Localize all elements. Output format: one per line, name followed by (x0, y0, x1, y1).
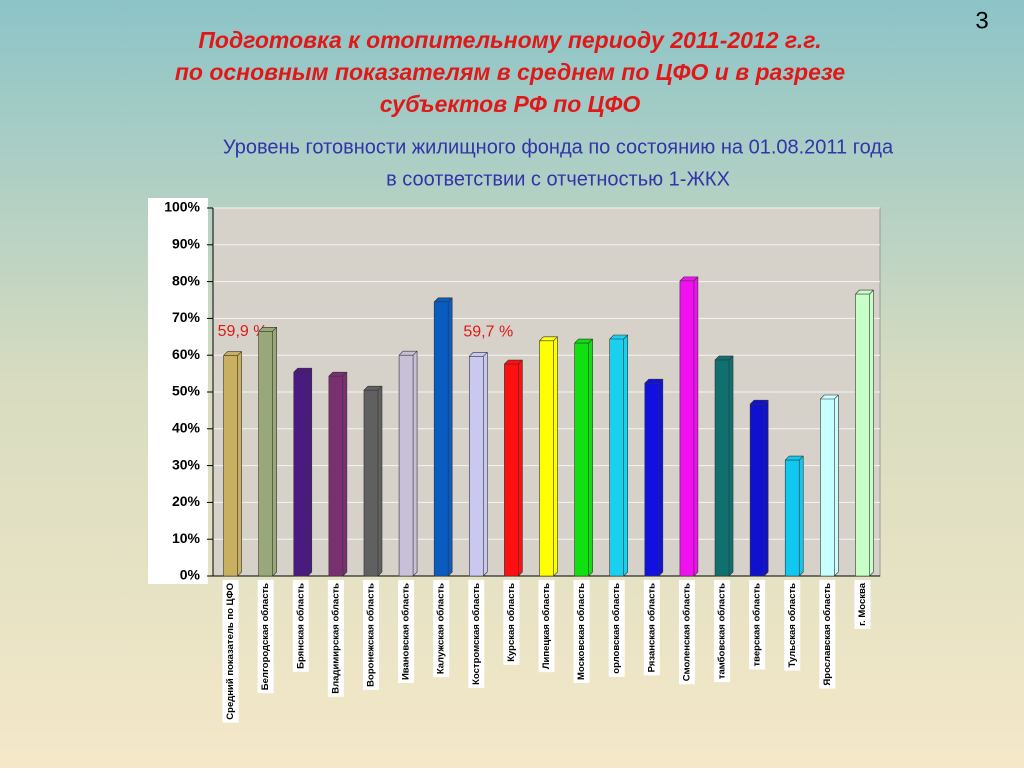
x-tick-label: Смоленская область (681, 583, 692, 681)
x-tick-label: Калужская область (436, 583, 447, 674)
x-label-box (433, 580, 450, 678)
x-tick-label: Липецкая область (541, 583, 552, 669)
y-tick-label: 50% (172, 383, 201, 399)
x-tick-label: Ярославская область (822, 583, 833, 686)
x-label-box (362, 580, 379, 690)
value-label: 59,9 % (218, 323, 268, 340)
y-tick-label: 10% (172, 530, 201, 546)
value-label: 59,7 % (463, 324, 513, 341)
bar (258, 326, 277, 577)
x-label-box (327, 580, 344, 697)
x-tick-label: орловская область (611, 583, 622, 674)
bar (609, 334, 629, 577)
x-tick-label: Воронежская область (365, 583, 376, 687)
x-label-box (714, 580, 731, 683)
x-label-box (292, 580, 309, 672)
bar (363, 385, 383, 577)
x-label-box (819, 580, 836, 689)
y-axis-panel (148, 198, 208, 584)
x-label-box (678, 580, 695, 685)
y-tick-label: 30% (172, 456, 201, 472)
x-tick-label: Московская область (576, 583, 587, 680)
bar (328, 371, 348, 577)
x-tick-label: Средний показатель по ЦФО (225, 583, 236, 720)
y-tick-label: 0% (180, 567, 201, 583)
bar (820, 394, 839, 577)
y-tick-label: 90% (172, 236, 201, 252)
bar (749, 399, 769, 577)
bar (398, 350, 418, 577)
x-tick-label: Курская область (506, 583, 517, 662)
y-tick-label: 40% (172, 420, 201, 436)
x-label-box (854, 580, 871, 629)
x-label-box (257, 580, 274, 694)
x-label-box (608, 580, 625, 677)
x-tick-label: Рязанская область (646, 583, 657, 673)
bar (714, 355, 734, 577)
x-label-box (398, 580, 415, 684)
bar (679, 276, 699, 577)
subtitle: в соответствии с отчетностью 1-ЖКХ (386, 168, 730, 190)
y-tick-label: 20% (172, 493, 201, 509)
x-tick-label: Белгородская область (260, 583, 271, 690)
x-tick-label: тамбовская область (717, 583, 728, 679)
y-tick-label: 80% (172, 272, 201, 288)
bar (855, 289, 874, 577)
subtitle: Уровень готовности жилищного фонда по со… (223, 136, 894, 158)
x-label-box (468, 580, 485, 688)
y-tick-label: 60% (172, 346, 201, 362)
x-tick-label: Владимирская область (330, 583, 341, 694)
bar (574, 338, 593, 577)
x-tick-label: Костромская область (471, 583, 482, 685)
x-label-box (643, 580, 660, 676)
bar (223, 351, 242, 577)
x-tick-label: г. Москва (857, 582, 868, 626)
x-tick-label: Тульская область (787, 583, 798, 668)
y-tick-label: 70% (172, 309, 201, 325)
x-label-box (538, 580, 555, 673)
bar (468, 352, 488, 577)
bar (539, 336, 558, 577)
title: по основным показателям в среднем по ЦФО… (175, 59, 845, 85)
x-label-box (749, 580, 766, 670)
x-tick-label: Ивановская область (401, 583, 412, 680)
x-label-box (222, 580, 239, 723)
bar (504, 359, 523, 577)
page-number: 3 (975, 7, 988, 34)
x-tick-label: Брянская область (295, 583, 306, 669)
title: субъектов РФ по ЦФО (380, 91, 641, 117)
x-label-box (503, 580, 520, 665)
title: Подготовка к отопительному периоду 2011-… (198, 27, 821, 53)
bar (293, 367, 313, 577)
bar (784, 455, 804, 577)
bar (644, 378, 664, 577)
y-tick-label: 100% (164, 199, 200, 215)
bar (433, 297, 453, 577)
x-label-box (573, 580, 590, 683)
x-label-box (784, 580, 801, 671)
x-tick-label: тверская область (752, 583, 763, 667)
